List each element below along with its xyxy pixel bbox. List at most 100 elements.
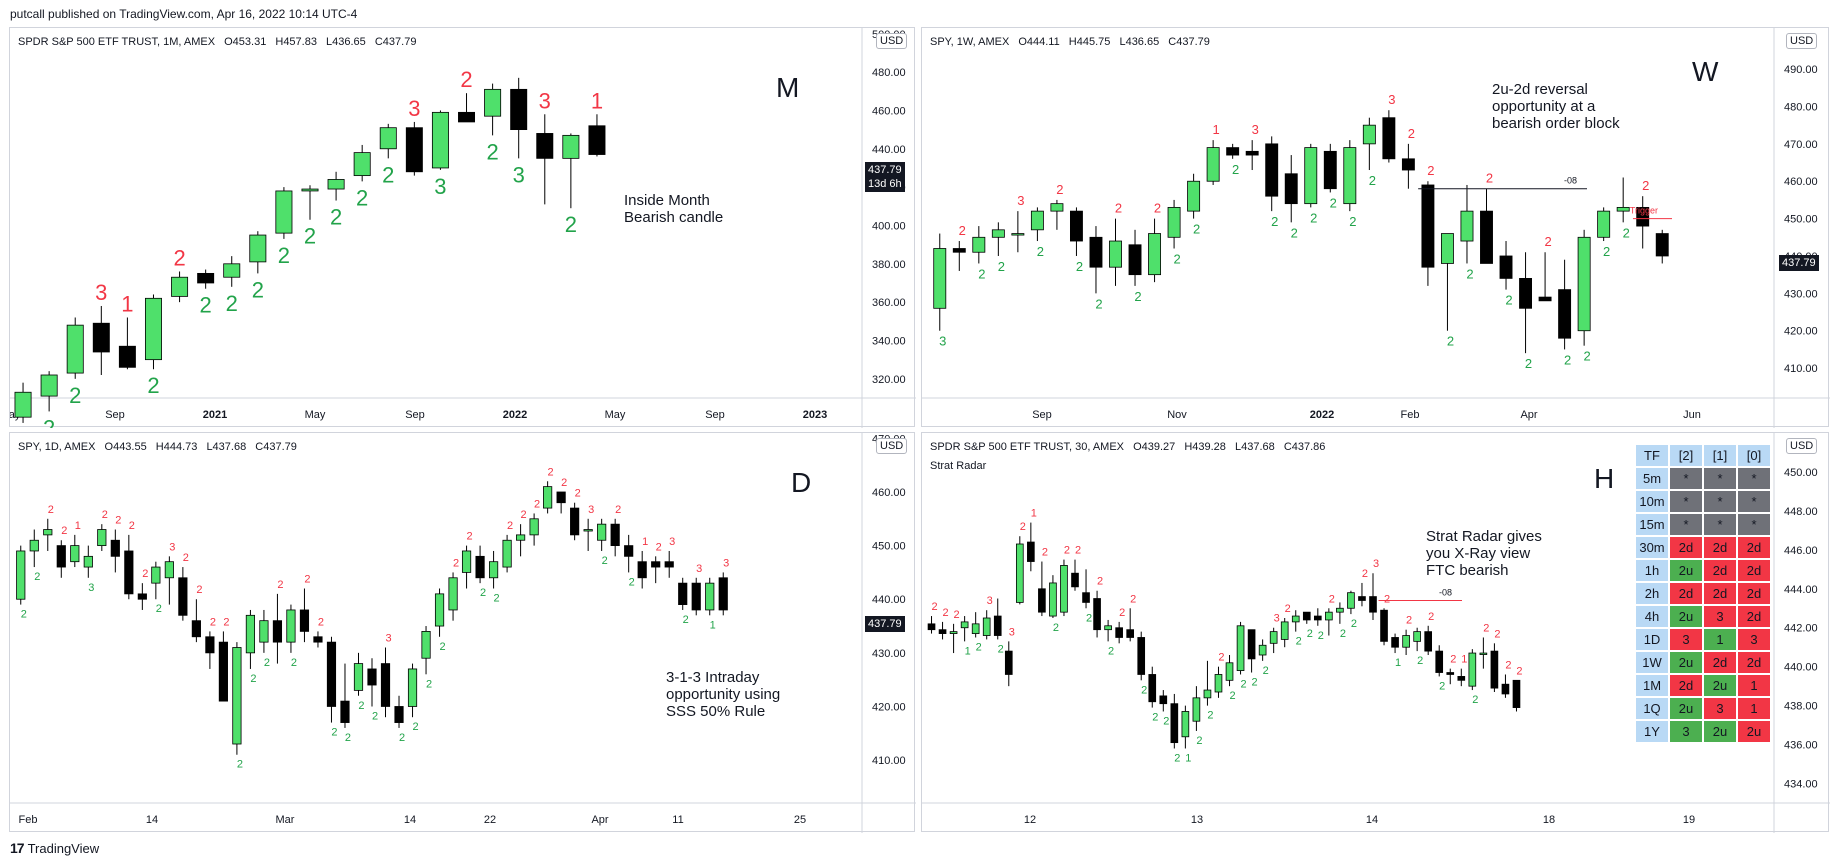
candle-body bbox=[1148, 233, 1162, 276]
strat-label: 2 bbox=[1318, 630, 1324, 642]
candle-body bbox=[556, 491, 566, 504]
strat-label: 2 bbox=[277, 579, 283, 591]
candle-body bbox=[637, 561, 647, 579]
candle-body bbox=[1391, 637, 1399, 648]
low-value: L437.68 bbox=[1234, 441, 1275, 453]
candle-body bbox=[1269, 631, 1278, 644]
strat-label: 3 bbox=[696, 563, 702, 575]
strat-label: 2 bbox=[467, 531, 473, 543]
strat-label: 2 bbox=[183, 552, 189, 564]
x-tick-label: Sep bbox=[1032, 409, 1052, 421]
y-tick-label: 380.00 bbox=[872, 259, 906, 271]
strat-label: 2 bbox=[1369, 173, 1376, 188]
candle-body bbox=[353, 152, 371, 177]
chart-panel-monthly[interactable]: 500.00480.00460.00440.00420.00400.00380.… bbox=[9, 27, 916, 428]
radar-cell: * bbox=[1738, 491, 1770, 512]
radar-timeframe: 1M bbox=[1636, 675, 1668, 696]
candle-body bbox=[97, 529, 107, 547]
candle-body bbox=[543, 486, 553, 509]
currency-button[interactable]: USD bbox=[876, 33, 908, 49]
candle-body bbox=[691, 582, 701, 611]
strat-label: 1 bbox=[965, 645, 971, 657]
candle-body bbox=[340, 700, 350, 723]
strat-label: 2 bbox=[1240, 678, 1246, 690]
open-value: O453.31 bbox=[224, 36, 267, 48]
candle-body bbox=[588, 125, 606, 155]
radar-cell: 2u bbox=[1704, 721, 1736, 742]
strat-label: 2 bbox=[1447, 334, 1454, 349]
strat-label: 2 bbox=[1544, 234, 1551, 249]
strat-label: 2 bbox=[1042, 547, 1048, 559]
strat-label: 2 bbox=[304, 574, 310, 586]
strat-label: 2 bbox=[278, 243, 290, 268]
candle-body bbox=[326, 641, 337, 707]
candle-body bbox=[1030, 210, 1044, 231]
candle-body bbox=[1236, 625, 1245, 671]
strat-label: 3 bbox=[1388, 92, 1395, 107]
candle-body bbox=[516, 534, 526, 541]
y-tick-label: 420.00 bbox=[1784, 326, 1818, 338]
strat-label: 2 bbox=[200, 293, 212, 318]
radar-header-row: TF [2] [1] [0] bbox=[1636, 445, 1770, 466]
y-tick-label: 460.00 bbox=[872, 105, 906, 117]
chart-panel-weekly[interactable]: 490.00480.00470.00460.00450.00440.00430.… bbox=[921, 27, 1830, 428]
x-tick-label: 13 bbox=[1191, 814, 1203, 826]
x-tick-label: Apr bbox=[1520, 409, 1537, 421]
radar-cell: 2d bbox=[1738, 583, 1770, 604]
strat-label: 2 bbox=[565, 212, 577, 237]
chart-panel-daily[interactable]: 470.00460.00450.00440.00430.00420.00410.… bbox=[9, 432, 916, 833]
candle-body bbox=[1304, 147, 1318, 205]
strat-label: 1 bbox=[591, 88, 603, 113]
strat-label: 2 bbox=[358, 700, 364, 712]
candle-body bbox=[1343, 147, 1357, 205]
candle-body bbox=[536, 133, 554, 159]
symbol-title: SPDR S&P 500 ETF TRUST, 1M, AMEX bbox=[18, 36, 216, 48]
chart-svg-30min[interactable]: 450.00 448.00 446.00 444.00 442.00 440.00 438.… bbox=[922, 433, 1830, 833]
radar-cell: * bbox=[1704, 491, 1736, 512]
radar-row: 10m * * * bbox=[1636, 491, 1770, 512]
candle-body bbox=[1413, 631, 1421, 642]
chart-legend: SPDR S&P 500 ETF TRUST, 30, AMEX O439.27… bbox=[930, 441, 1331, 453]
timeframe-letter: W bbox=[1692, 56, 1719, 87]
candle-body bbox=[1167, 206, 1181, 238]
strat-label: 2 bbox=[942, 607, 948, 619]
candle-body bbox=[484, 88, 502, 117]
candle-body bbox=[1206, 147, 1220, 182]
candle-body bbox=[1291, 615, 1300, 623]
x-tick-label: 2022 bbox=[1310, 409, 1334, 421]
currency-button[interactable]: USD bbox=[1786, 438, 1818, 454]
candle-body bbox=[118, 345, 136, 368]
candle-body bbox=[144, 297, 162, 361]
candle-body bbox=[475, 555, 485, 579]
strat-label: 2 bbox=[1229, 690, 1235, 702]
radar-timeframe: 5m bbox=[1636, 468, 1668, 489]
strat-label: 2 bbox=[412, 721, 418, 733]
close-value: C437.79 bbox=[374, 36, 417, 48]
radar-row: 1W 2u 2d 2d bbox=[1636, 652, 1770, 673]
indicator-name[interactable]: Strat Radar bbox=[930, 460, 987, 472]
strat-label: 2 bbox=[494, 593, 500, 605]
radar-cell: 2u bbox=[1670, 560, 1702, 581]
y-tick-label: 460.00 bbox=[872, 487, 906, 499]
strat-label: 2 bbox=[237, 759, 243, 771]
candle-body bbox=[367, 668, 377, 686]
chart-annotation: Inside Month Bearish candle bbox=[624, 192, 724, 226]
strat-label: 2 bbox=[426, 678, 432, 690]
candle-body bbox=[971, 623, 980, 634]
y-tick-label: 490.00 bbox=[1784, 64, 1818, 76]
chart-svg-daily[interactable]: 470.00460.00450.00440.00430.00420.00410.… bbox=[10, 433, 916, 833]
radar-cell: 2u bbox=[1670, 606, 1702, 627]
strat-label: 2 bbox=[1285, 603, 1291, 615]
y-tick-label: 410.00 bbox=[872, 755, 906, 767]
strat-label: 2 bbox=[1584, 349, 1591, 364]
strat-label: 3 bbox=[588, 504, 594, 516]
strat-label: 1 bbox=[121, 291, 133, 316]
chart-svg-weekly[interactable]: 490.00480.00470.00460.00450.00440.00430.… bbox=[922, 28, 1830, 428]
strat-label: 2 bbox=[561, 477, 567, 489]
currency-button[interactable]: USD bbox=[1786, 33, 1818, 49]
candle-body bbox=[529, 518, 539, 536]
currency-button[interactable]: USD bbox=[876, 438, 908, 454]
chart-svg-monthly[interactable]: 500.00480.00460.00440.00420.00400.00380.… bbox=[10, 28, 916, 428]
candle-body bbox=[1126, 629, 1135, 638]
y-tick-label: 450.00 bbox=[872, 541, 906, 553]
